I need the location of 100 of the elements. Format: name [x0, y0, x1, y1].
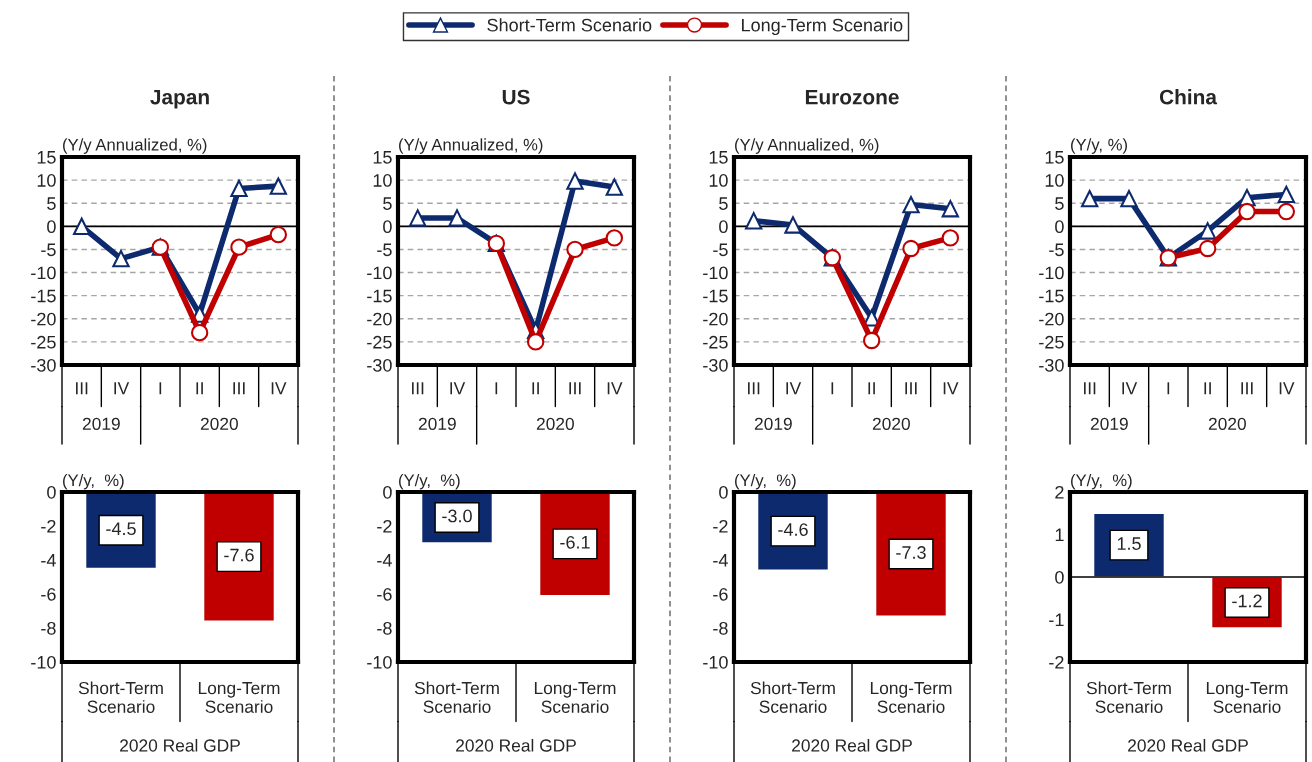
legend-label: Short-Term Scenario — [487, 18, 652, 32]
y-tick-label: 0 — [719, 485, 728, 499]
y-axis-title: (Y/y, %) — [399, 473, 460, 490]
y-tick-label: 0 — [719, 220, 728, 234]
x-tick-label: IV — [114, 382, 130, 395]
text: 2020 Real GDP — [456, 738, 576, 752]
y-tick-label: -5 — [713, 243, 728, 257]
y-tick-label: -25 — [367, 335, 392, 349]
y-tick-label: 5 — [1055, 197, 1064, 210]
y-axis-title: (Y/y Annualized, %) — [63, 138, 207, 154]
chart-title: Japan — [150, 89, 209, 109]
y-tick-label: -8 — [41, 621, 56, 635]
y-tick-label: -6 — [713, 587, 728, 601]
y-tick-label: 2 — [1055, 485, 1064, 499]
y-tick-label: -5 — [41, 243, 56, 257]
y-tick-label: -2 — [377, 519, 392, 533]
y-tick-label: 10 — [1045, 174, 1064, 187]
y-tick-label: -10 — [31, 655, 56, 669]
y-tick-label: -30 — [367, 358, 392, 372]
y-tick-label: -15 — [367, 289, 392, 303]
x-tick-label: III — [1241, 382, 1253, 395]
text: 2019 — [754, 417, 792, 430]
text: 2020 — [872, 417, 910, 430]
y-tick-label: -10 — [703, 266, 728, 280]
x-tick-label: II — [532, 382, 539, 395]
x-tick-label: I — [159, 382, 162, 395]
x-tick-label: IV — [450, 382, 466, 395]
x-tick-label: Long-Term Scenario — [1206, 682, 1288, 713]
data-label: -6.1 — [560, 535, 590, 549]
x-tick-label: I — [495, 382, 498, 395]
y-tick-label: 1 — [1055, 528, 1064, 542]
text: 2019 — [418, 417, 456, 430]
data-label: -1.2 — [1232, 594, 1262, 608]
y-tick-label: -5 — [377, 243, 392, 257]
data-label: -7.6 — [224, 548, 254, 562]
x-tick-label: IV — [271, 382, 287, 395]
x-tick-label: Long-Term Scenario — [198, 682, 280, 713]
y-tick-label: -4 — [41, 554, 56, 567]
y-axis-title: (Y/y, %) — [63, 473, 124, 490]
x-tick-label: III — [412, 382, 424, 395]
y-tick-label: -20 — [31, 312, 56, 326]
y-tick-label: -2 — [41, 519, 56, 533]
y-tick-label: -30 — [1039, 358, 1064, 372]
y-tick-label: 0 — [1055, 220, 1064, 234]
y-tick-label: -5 — [1049, 243, 1064, 257]
y-tick-label: 5 — [383, 197, 392, 210]
y-tick-label: 10 — [37, 174, 56, 187]
y-tick-label: -15 — [703, 289, 728, 303]
y-tick-label: 0 — [1055, 570, 1064, 584]
y-tick-label: 0 — [383, 485, 392, 499]
y-tick-label: 10 — [709, 174, 728, 187]
y-tick-label: -2 — [713, 519, 728, 533]
text: 2019 — [82, 417, 120, 430]
text: 2020 — [1208, 417, 1246, 430]
y-axis-title: (Y/y Annualized, %) — [735, 138, 879, 154]
chart-title: US — [502, 89, 530, 105]
y-tick-label: -30 — [703, 358, 728, 372]
y-tick-label: -15 — [31, 289, 56, 303]
legend-label: Long-Term Scenario — [742, 18, 903, 36]
y-tick-label: 15 — [373, 151, 392, 164]
y-tick-label: 15 — [1045, 151, 1064, 164]
y-tick-label: -10 — [703, 655, 728, 669]
y-tick-label: -10 — [1039, 266, 1064, 280]
x-tick-label: Short-Term Scenario — [1086, 681, 1171, 713]
x-tick-label: II — [868, 382, 875, 395]
text: 2020 — [536, 417, 574, 430]
y-tick-label: -20 — [703, 312, 728, 326]
x-tick-label: IV — [1279, 382, 1295, 395]
x-tick-label: III — [76, 382, 88, 395]
x-tick-label: I — [1167, 382, 1170, 395]
y-tick-label: 5 — [719, 197, 728, 210]
y-tick-label: -4 — [377, 554, 392, 567]
y-tick-label: -1 — [1049, 613, 1064, 627]
y-tick-label: 0 — [47, 220, 56, 234]
y-tick-label: 5 — [47, 197, 56, 210]
x-tick-label: IV — [786, 382, 802, 395]
y-tick-label: -8 — [377, 621, 392, 635]
y-tick-label: 10 — [373, 174, 392, 187]
x-tick-label: IV — [943, 382, 959, 395]
y-tick-label: -25 — [1039, 335, 1064, 349]
y-tick-label: -20 — [1039, 312, 1064, 326]
y-tick-label: 15 — [37, 151, 56, 164]
chart-title: Eurozone — [805, 89, 899, 105]
y-tick-label: -20 — [367, 312, 392, 326]
x-tick-label: Short-Term Scenario — [750, 681, 835, 713]
y-tick-label: -10 — [31, 266, 56, 280]
chart-title: China — [1159, 89, 1218, 105]
y-tick-label: -10 — [367, 266, 392, 280]
x-tick-label: I — [831, 382, 834, 395]
x-tick-label: Long-Term Scenario — [534, 682, 616, 713]
y-tick-label: -25 — [31, 335, 56, 349]
y-tick-label: -6 — [41, 587, 56, 601]
x-tick-label: III — [233, 382, 245, 395]
y-axis-title: (Y/y, %) — [1071, 138, 1127, 154]
x-tick-label: Short-Term Scenario — [414, 681, 499, 713]
y-tick-label: -30 — [31, 358, 56, 372]
y-tick-label: -6 — [377, 587, 392, 601]
text: 2020 Real GDP — [1128, 738, 1248, 752]
x-tick-label: Short-Term Scenario — [78, 681, 163, 713]
text: 2019 — [1090, 417, 1128, 430]
